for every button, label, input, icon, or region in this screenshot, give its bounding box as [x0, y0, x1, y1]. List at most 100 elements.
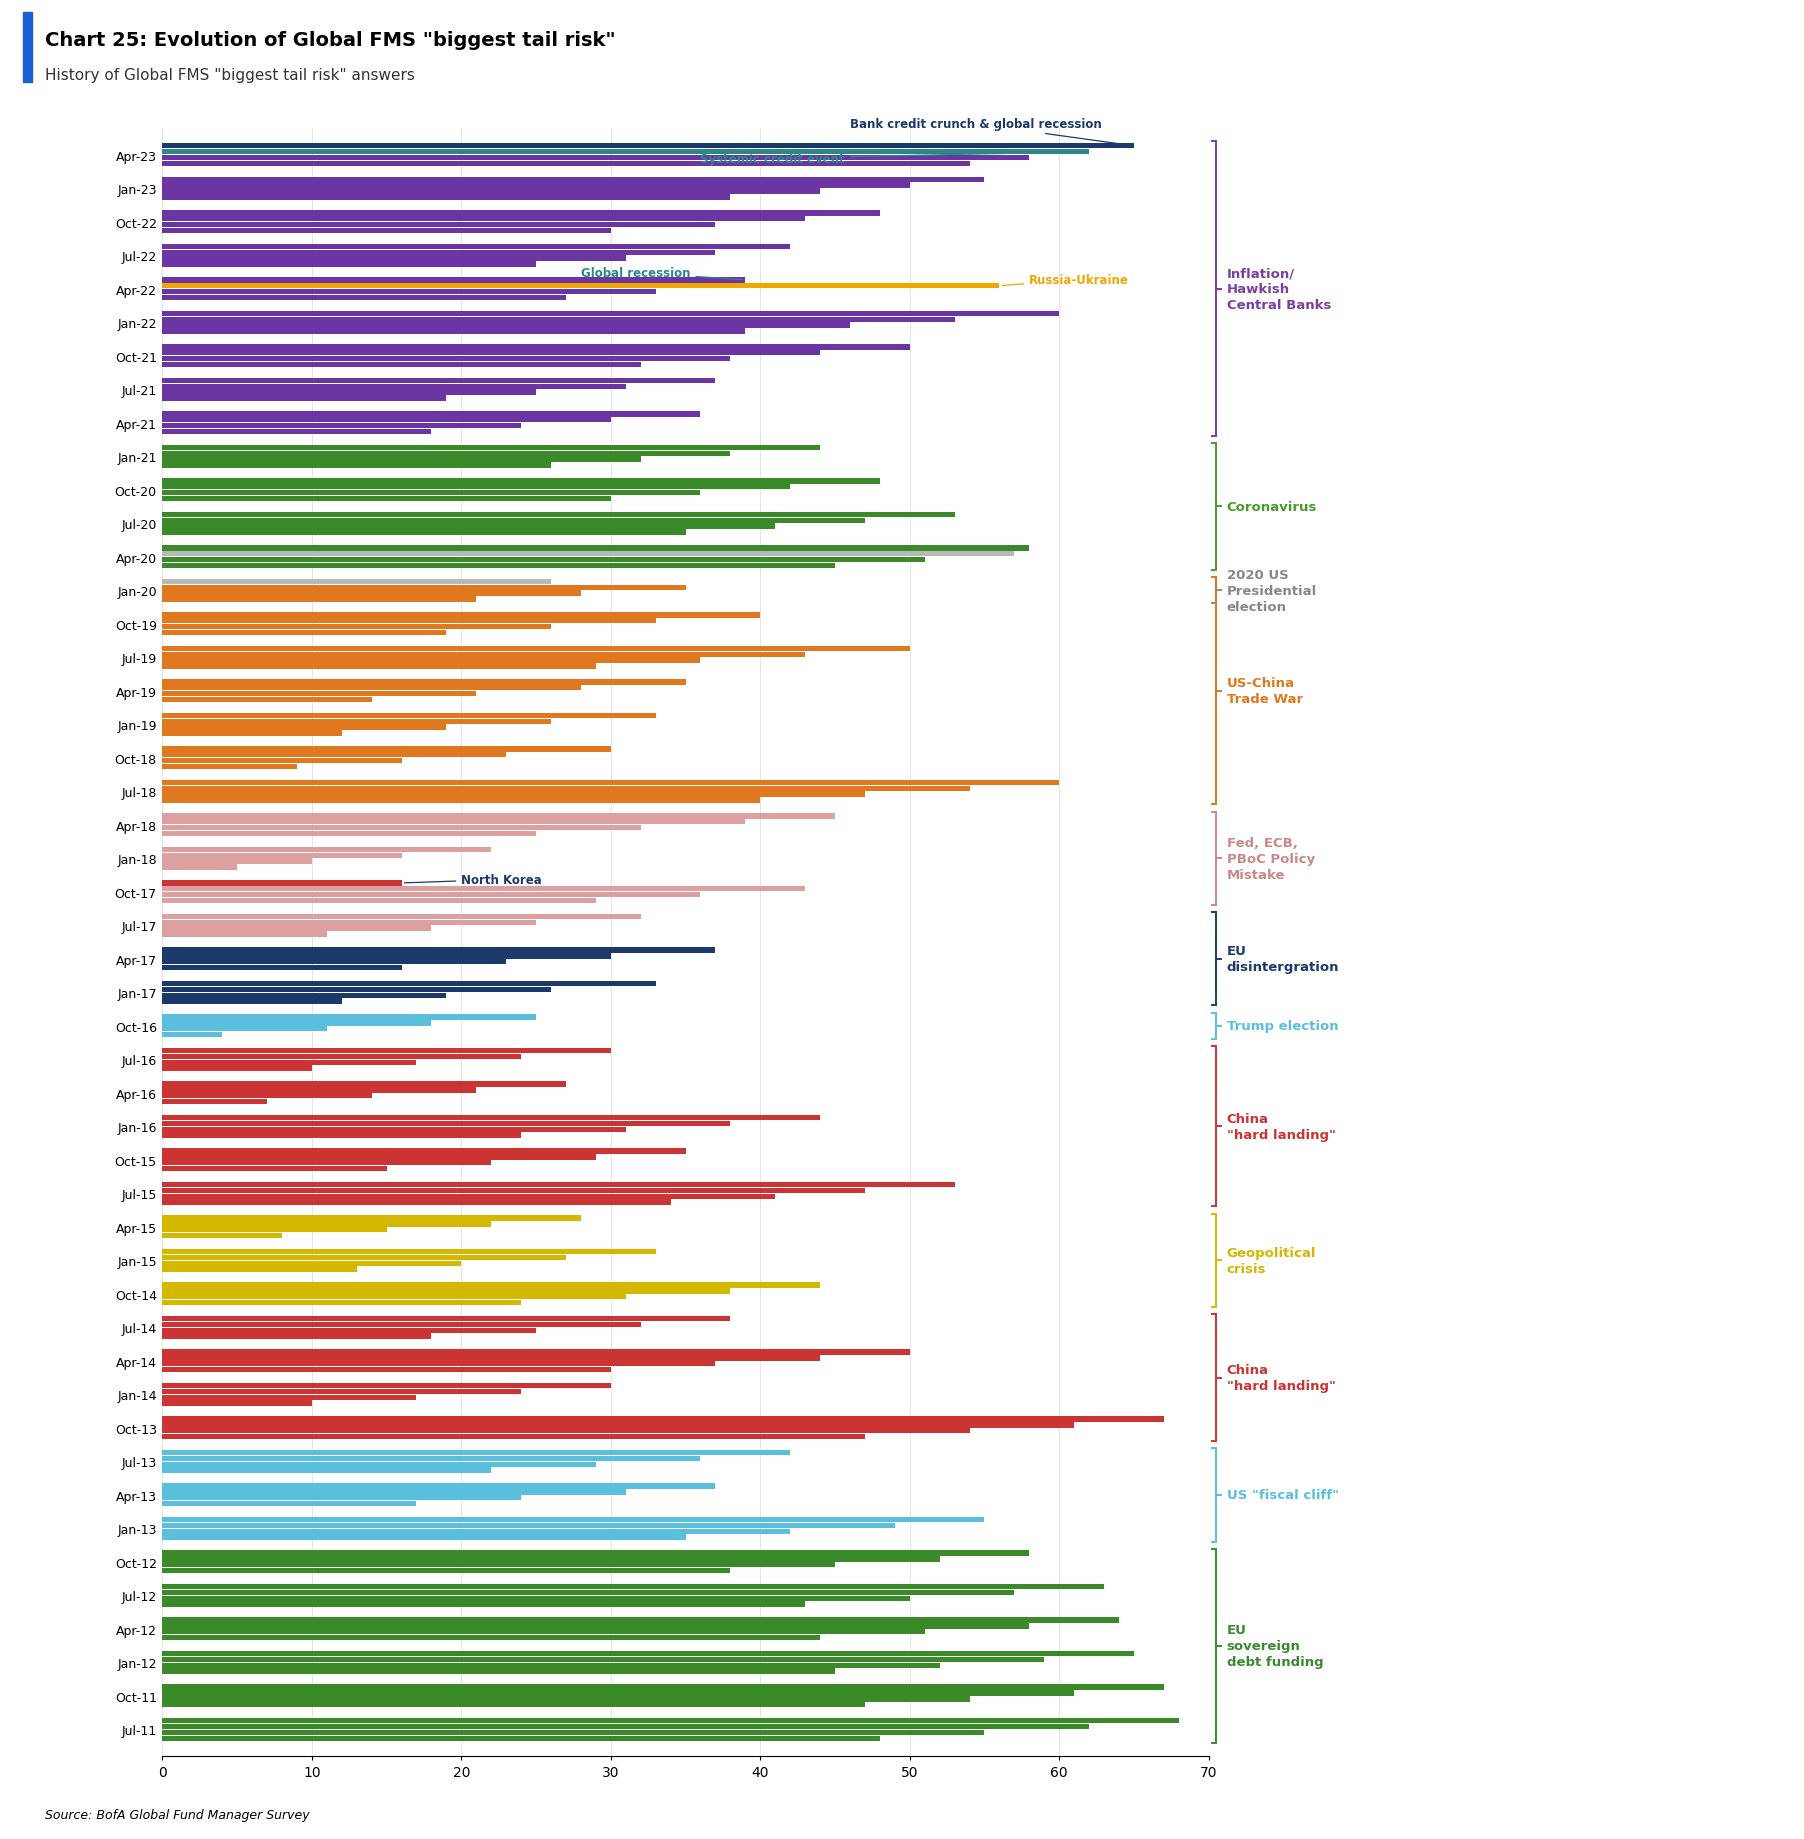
Bar [162, 178, 985, 182]
Bar [162, 1114, 821, 1120]
Bar [162, 826, 640, 831]
Bar [162, 524, 776, 530]
Bar [162, 960, 507, 965]
Bar [162, 1495, 521, 1501]
Bar [162, 291, 655, 294]
Bar [162, 478, 880, 484]
Bar [162, 947, 716, 953]
Bar [162, 579, 550, 585]
Bar [162, 162, 969, 167]
Bar [162, 725, 446, 730]
Text: US "fiscal cliff": US "fiscal cliff" [1227, 1488, 1339, 1501]
Bar [162, 645, 909, 651]
Bar [162, 1383, 612, 1388]
Text: Inflation/
Hawkish
Central Banks: Inflation/ Hawkish Central Banks [1227, 267, 1331, 313]
Bar [162, 423, 521, 428]
Bar [162, 752, 507, 758]
Bar [162, 1468, 491, 1473]
Bar [162, 1322, 640, 1328]
Bar [162, 859, 312, 864]
Bar [162, 1350, 909, 1355]
Bar [162, 390, 536, 395]
Bar [162, 719, 550, 725]
Bar [162, 1490, 626, 1495]
Bar [162, 686, 581, 691]
Bar [162, 631, 446, 636]
Bar [162, 324, 850, 329]
Bar [162, 886, 805, 892]
Bar [162, 546, 1030, 552]
Bar [162, 1484, 716, 1490]
Bar [162, 1317, 731, 1322]
Bar [162, 1451, 790, 1455]
Bar [162, 417, 612, 423]
Bar [162, 513, 954, 519]
Bar [162, 848, 491, 853]
Bar [162, 1087, 476, 1092]
Text: 2020 US
Presidential
election: 2020 US Presidential election [1227, 568, 1317, 614]
Bar [162, 384, 626, 390]
Bar [162, 820, 745, 826]
Bar [162, 590, 581, 596]
Bar [162, 256, 626, 261]
Bar [162, 245, 790, 250]
Bar [162, 223, 716, 228]
Bar [162, 714, 655, 719]
Bar [162, 1081, 566, 1087]
Bar [162, 557, 925, 563]
Text: EU
sovereign
debt funding: EU sovereign debt funding [1227, 1624, 1324, 1668]
Text: Coronavirus: Coronavirus [1227, 500, 1317, 513]
Bar [162, 787, 969, 791]
Bar [162, 1199, 671, 1205]
Bar [162, 1234, 281, 1239]
Bar [162, 530, 686, 535]
Bar [162, 1333, 431, 1339]
Bar [162, 793, 864, 798]
Bar [162, 1429, 969, 1434]
Text: Systemic credit event: Systemic credit event [700, 153, 1086, 166]
Bar [162, 1122, 731, 1127]
Bar [162, 1388, 521, 1394]
Bar [162, 1401, 312, 1407]
Bar [162, 831, 536, 837]
Bar [162, 1059, 417, 1065]
Text: Trump election: Trump election [1227, 1019, 1339, 1034]
Bar [162, 296, 566, 302]
Bar [162, 263, 536, 267]
Bar [162, 151, 1090, 154]
Bar [162, 798, 759, 804]
Bar [162, 1618, 1118, 1622]
Bar [162, 1048, 612, 1054]
Bar [162, 1155, 595, 1160]
Bar [162, 747, 612, 752]
Bar [162, 1517, 985, 1523]
Bar [162, 1583, 1104, 1589]
Bar [162, 653, 805, 658]
Bar [162, 1696, 969, 1701]
Bar [162, 1394, 417, 1399]
Bar [162, 1523, 895, 1528]
Bar [162, 1528, 790, 1534]
Bar [162, 730, 341, 736]
Bar [162, 211, 880, 217]
Bar [162, 1249, 655, 1254]
Bar [162, 1015, 536, 1021]
Bar [162, 765, 298, 771]
Bar [162, 1723, 1090, 1729]
Bar [162, 445, 821, 451]
Bar [162, 451, 731, 456]
Text: North Korea: North Korea [404, 874, 541, 886]
Bar [162, 1127, 626, 1133]
Bar [162, 463, 550, 469]
Bar [162, 1456, 700, 1462]
Bar [162, 680, 686, 686]
Bar [162, 691, 476, 697]
Bar [162, 1328, 536, 1333]
Bar [162, 1501, 417, 1506]
Bar [162, 1651, 1135, 1657]
Bar [162, 250, 716, 256]
Bar [162, 954, 612, 958]
Bar [162, 362, 640, 368]
Bar [162, 1550, 1030, 1556]
Bar [162, 658, 700, 664]
